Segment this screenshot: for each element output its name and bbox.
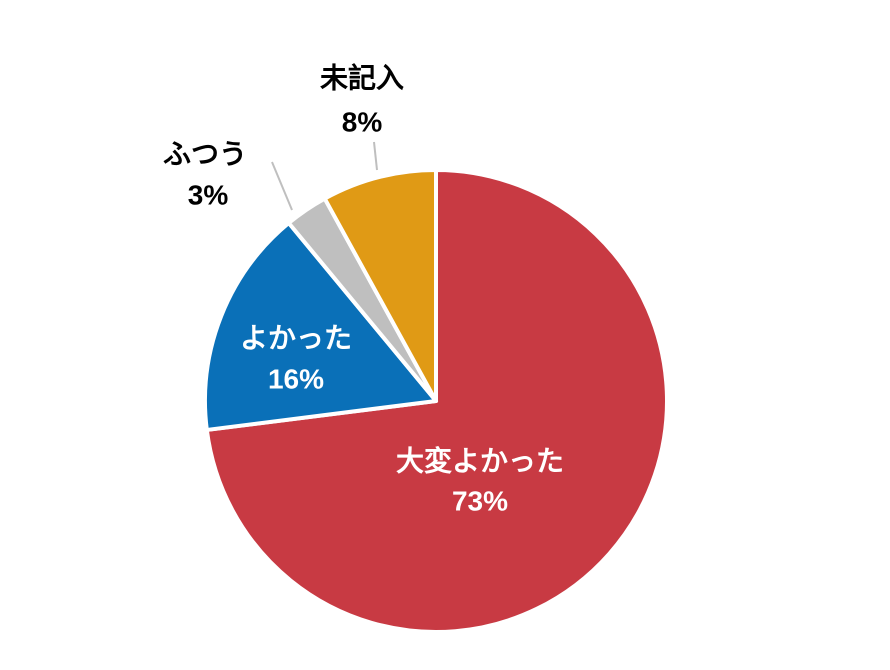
leader-line bbox=[373, 141, 378, 171]
slice-label: 未記入 bbox=[320, 61, 404, 93]
value-label: 3% bbox=[188, 179, 229, 210]
value-label: 73% bbox=[452, 485, 508, 516]
value-label: 16% bbox=[268, 363, 324, 394]
slice-label: 大変よかった bbox=[396, 444, 564, 476]
pie-slice bbox=[203, 221, 438, 432]
slice-label: ふつう bbox=[163, 138, 247, 169]
slice-label: よかった bbox=[240, 322, 352, 353]
pie-slice bbox=[322, 168, 438, 403]
leader-line bbox=[271, 161, 293, 211]
value-label: 8% bbox=[342, 106, 383, 137]
